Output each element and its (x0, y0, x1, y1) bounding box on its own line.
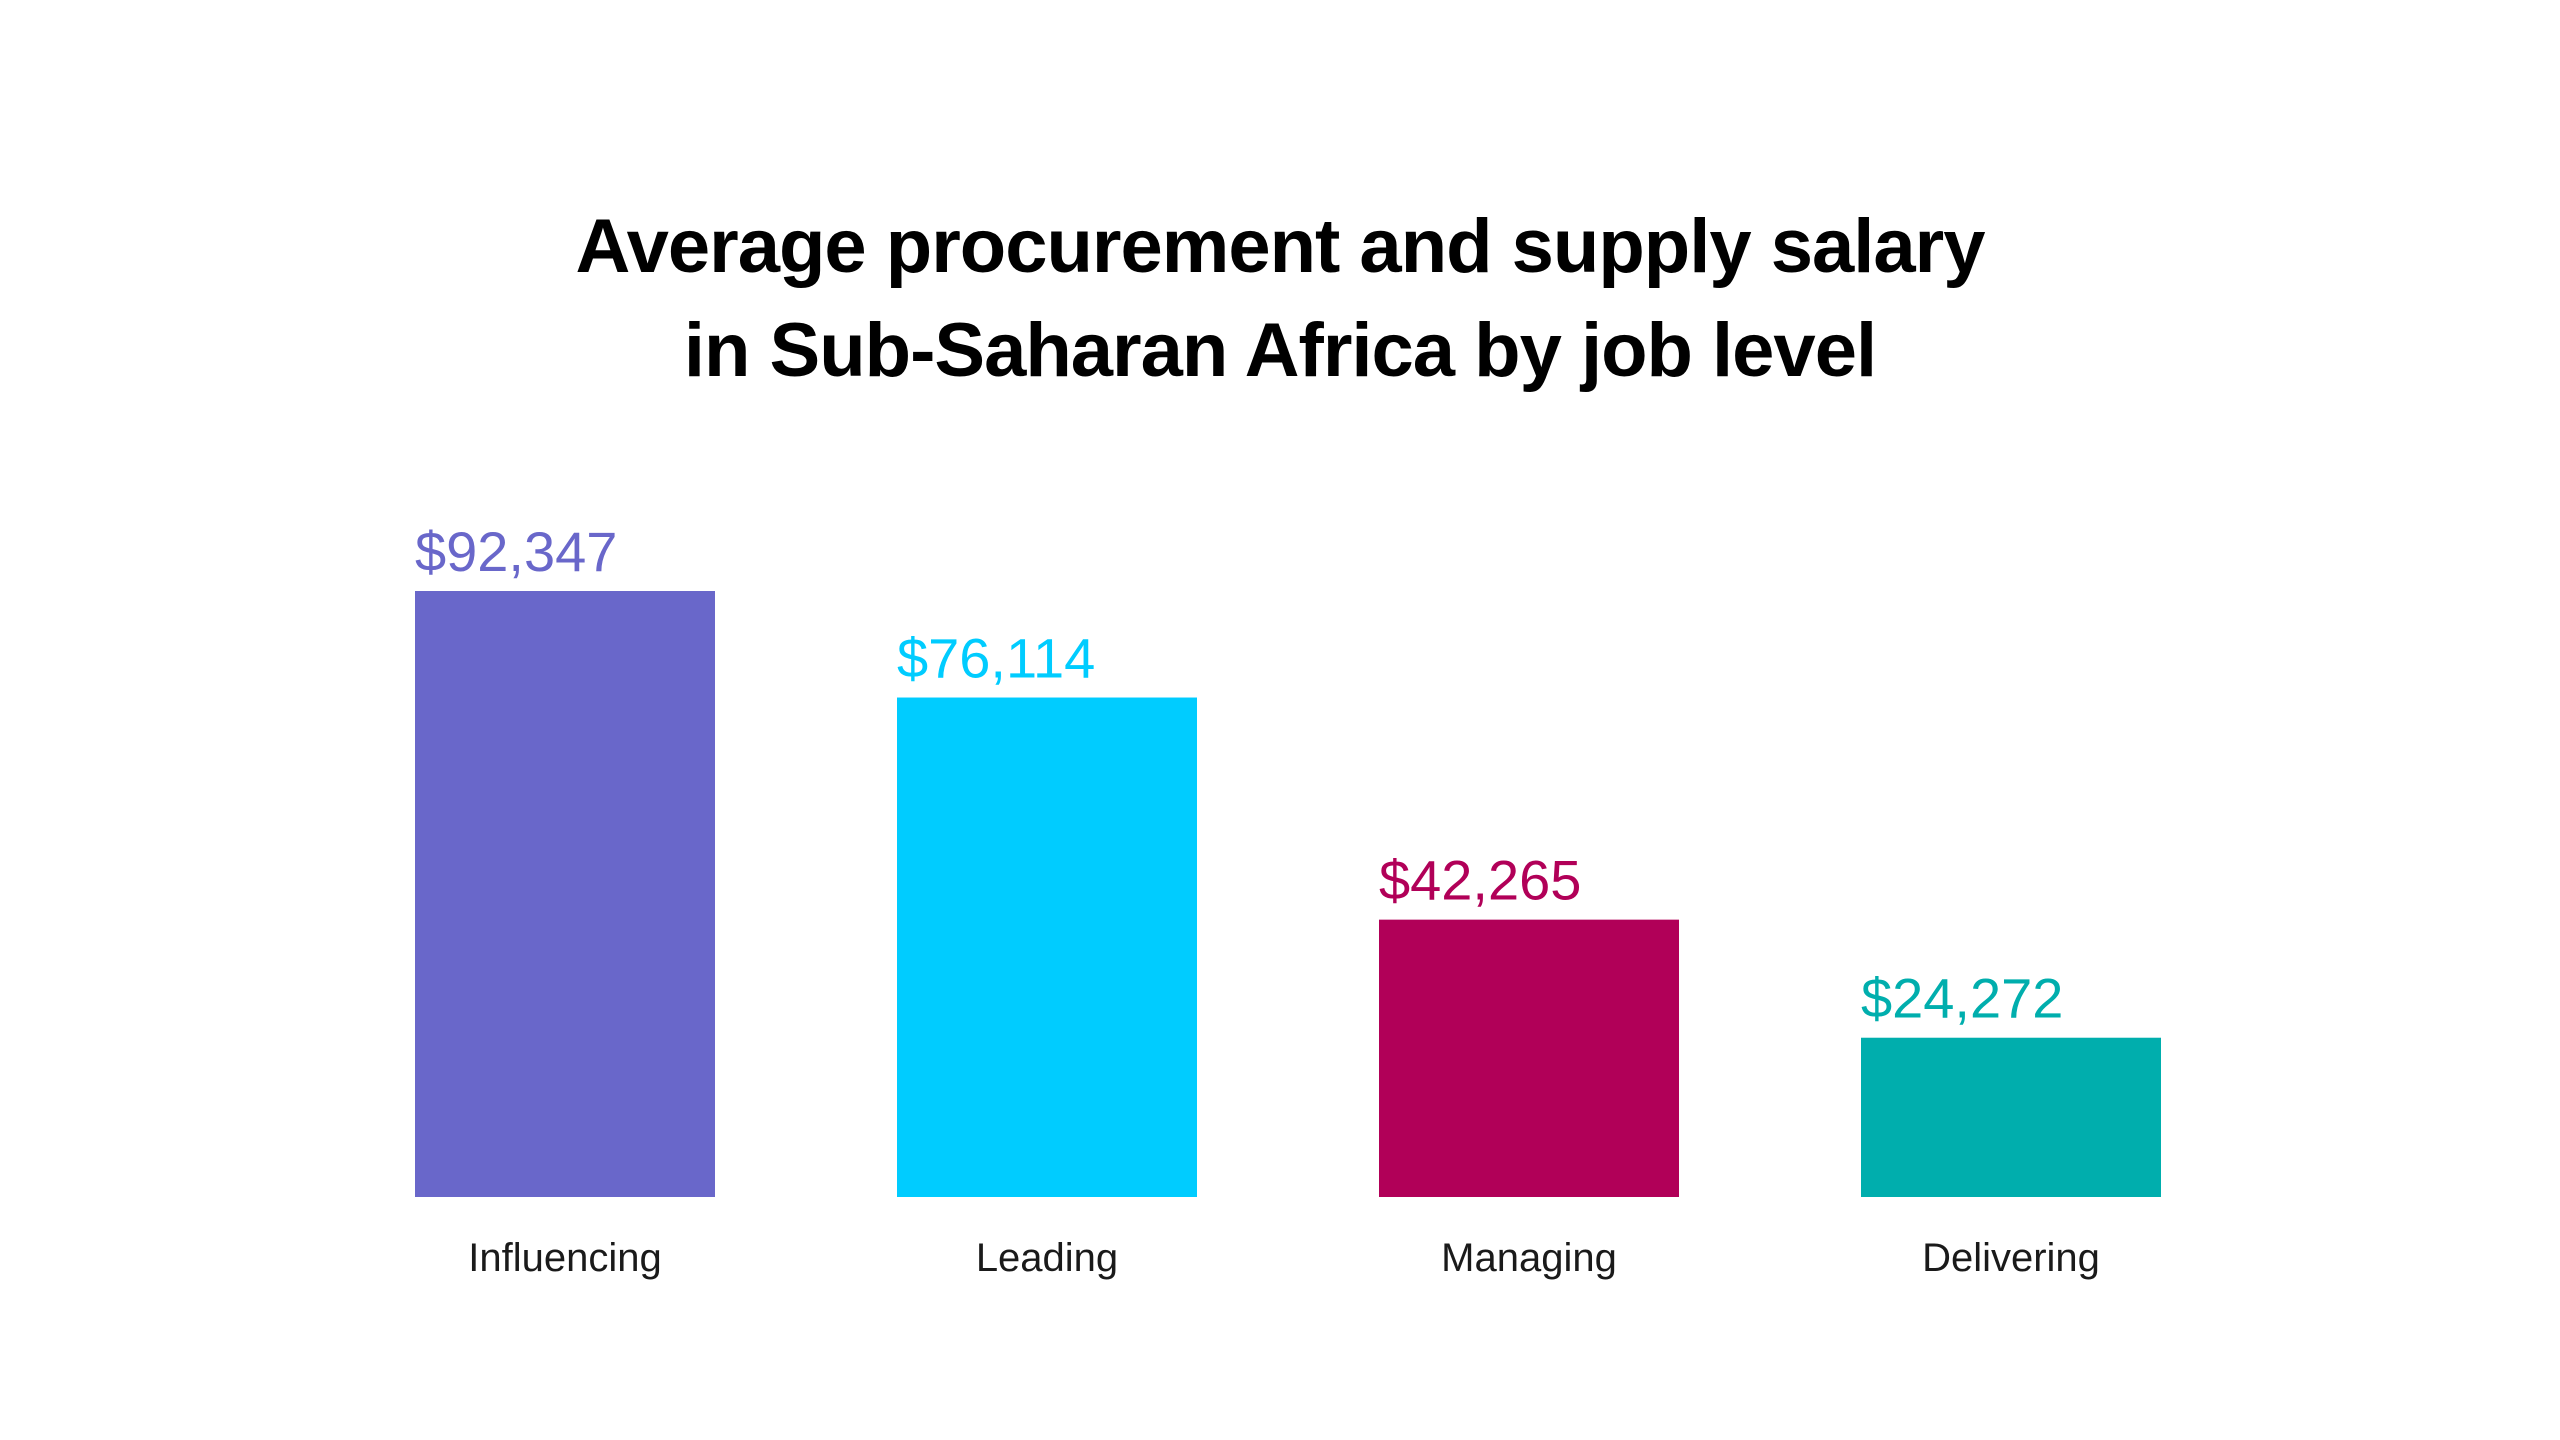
chart-title: Average procurement and supply salary in… (0, 195, 2560, 403)
chart-title-line-2: in Sub-Saharan Africa by job level (683, 308, 1877, 393)
chart-title-line-1: Average procurement and supply salary (575, 204, 1986, 289)
bar-leading (897, 697, 1197, 1197)
value-label-managing: $42,265 (1379, 849, 1581, 912)
category-label-managing: Managing (1441, 1236, 1617, 1280)
bar-managing (1379, 919, 1679, 1197)
bar-influencing (415, 591, 715, 1197)
category-label-influencing: Influencing (468, 1236, 661, 1280)
category-label-delivering: Delivering (1922, 1236, 2100, 1280)
value-label-delivering: $24,272 (1861, 967, 2063, 1030)
value-label-leading: $76,114 (897, 627, 1095, 690)
bar-delivering (1861, 1037, 2161, 1197)
value-label-influencing: $92,347 (415, 520, 617, 583)
category-label-leading: Leading (976, 1236, 1118, 1280)
